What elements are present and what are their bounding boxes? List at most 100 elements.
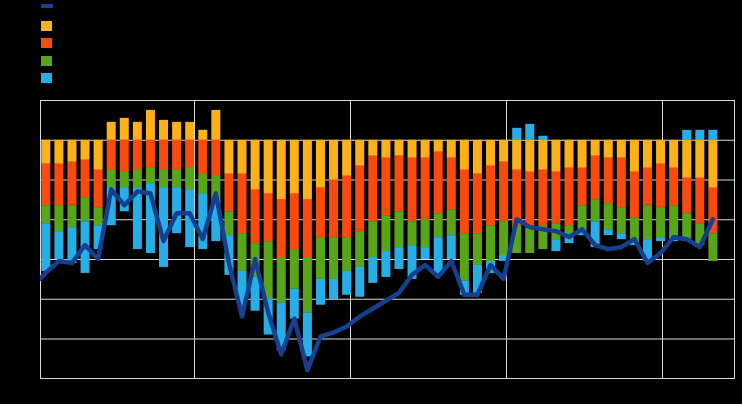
bar-segment-orange-series <box>159 139 169 170</box>
bar-segment-yellow-series <box>486 139 496 166</box>
bar-segment-yellow-series <box>433 139 443 152</box>
bar-segment-green-series <box>54 205 64 232</box>
bar-segment-blue-series <box>185 189 195 248</box>
bar-segment-green-series <box>538 225 548 250</box>
bar-segment-orange-series <box>237 173 247 234</box>
bar-segment-yellow-series <box>276 139 286 200</box>
bar-segment-yellow-series <box>54 139 64 164</box>
bar-segment-blue-series <box>41 223 51 271</box>
bar-segment-orange-series <box>446 157 456 210</box>
bar-segment-green-series <box>315 237 325 279</box>
bar-segment-yellow-series <box>525 139 535 172</box>
bar-segment-green-series <box>145 167 155 184</box>
bar-segment-blue-series <box>198 193 208 250</box>
bar-segment-green-series <box>407 221 417 246</box>
bar-segment-yellow-series <box>342 139 352 176</box>
bar-segment-yellow-series <box>629 139 639 172</box>
bar-segment-green-series <box>708 233 718 261</box>
bar-segment-yellow-series <box>250 139 260 190</box>
bar-segment-blue-series <box>250 276 260 311</box>
bar-segment-orange-series <box>185 139 195 168</box>
bar-segment-yellow-series <box>538 139 548 170</box>
bar-segment-green-series <box>590 199 600 222</box>
bar-segment-green-series <box>486 225 496 261</box>
bar-segment-green-series <box>433 213 443 238</box>
bar-segment-orange-series <box>629 171 639 218</box>
bar-segment-orange-series <box>499 161 509 222</box>
bar-segment-orange-series <box>538 169 548 226</box>
bar-segment-green-series <box>342 237 352 271</box>
bar-segment-yellow-series <box>669 139 679 168</box>
bar-segment-green-series <box>172 169 182 188</box>
bar-segment-yellow-series <box>302 139 312 200</box>
bar-segment-green-series <box>656 207 666 238</box>
bar-segment-green-series <box>512 225 522 254</box>
bar-segment-orange-series <box>669 167 679 206</box>
bar-segment-green-series <box>603 203 613 230</box>
bar-segment-blue-series <box>459 280 469 295</box>
bar-segment-green-series <box>642 205 652 240</box>
bar-segment-blue-series <box>525 123 535 140</box>
bar-segment-orange-series <box>93 169 103 208</box>
bar-segment-green-series <box>499 221 509 256</box>
bar-segment-orange-series <box>329 179 339 238</box>
bar-segment-orange-series <box>276 199 286 258</box>
bar-segment-yellow-series <box>656 139 666 164</box>
bar-segment-orange-series <box>525 171 535 228</box>
bar-segment-green-series <box>329 237 339 279</box>
bar-segment-orange-series <box>80 159 90 198</box>
bar-segment-blue-series <box>499 255 509 261</box>
bar-segment-blue-series <box>315 278 325 305</box>
bar-segment-blue-series <box>682 129 692 140</box>
bar-segment-yellow-series <box>106 121 116 140</box>
bar-segment-yellow-series <box>564 139 574 168</box>
bar-segment-green-series <box>394 211 404 248</box>
bar-segment-orange-series <box>67 161 77 206</box>
bar-segment-green-series <box>80 197 90 222</box>
bar-segment-yellow-series <box>329 139 339 180</box>
bar-segment-blue-series <box>145 183 155 254</box>
bar-segment-blue-series <box>695 129 705 140</box>
orange-series-swatch <box>41 38 52 49</box>
bar-segment-orange-series <box>119 139 129 172</box>
bar-segment-green-series <box>224 211 234 236</box>
bar-segment-blue-series <box>446 235 456 259</box>
bar-segment-yellow-series <box>211 109 221 140</box>
bar-segment-yellow-series <box>616 139 626 158</box>
bar-segment-yellow-series <box>603 139 613 158</box>
bar-segment-green-series <box>198 173 208 194</box>
chart-svg <box>40 100 735 379</box>
bar-segment-yellow-series <box>446 139 456 158</box>
bar-segment-green-series <box>263 241 273 299</box>
bar-segment-orange-series <box>472 173 482 234</box>
bar-segment-orange-series <box>224 173 234 212</box>
bar-segment-green-series <box>185 167 195 190</box>
bar-segment-orange-series <box>54 163 64 206</box>
bar-segment-blue-series <box>407 245 417 279</box>
bar-segment-green-series <box>616 207 626 234</box>
bar-segment-orange-series <box>289 193 299 250</box>
bar-segment-green-series <box>211 175 221 198</box>
bar-segment-green-series <box>381 215 391 252</box>
bar-segment-orange-series <box>342 175 352 238</box>
bar-segment-green-series <box>302 257 312 313</box>
bar-segment-orange-series <box>564 167 574 226</box>
bar-segment-blue-series <box>54 231 64 259</box>
bar-segment-orange-series <box>616 157 626 208</box>
bar-segment-orange-series <box>315 187 325 238</box>
bar-segment-blue-series <box>159 187 169 267</box>
dark-blue-line-swatch <box>41 4 53 8</box>
bar-segment-green-series <box>132 169 142 188</box>
bar-segment-blue-series <box>433 237 443 275</box>
bar-segment-yellow-series <box>185 121 195 140</box>
bar-segment-orange-series <box>394 155 404 212</box>
bar-segment-yellow-series <box>590 139 600 156</box>
blue-series-swatch <box>41 73 52 84</box>
bar-segment-orange-series <box>106 139 116 170</box>
bar-segment-yellow-series <box>159 119 169 140</box>
bar-segment-orange-series <box>433 151 443 214</box>
bar-segment-yellow-series <box>459 139 469 170</box>
bar-segment-yellow-series <box>577 139 587 168</box>
bar-segment-orange-series <box>263 193 273 242</box>
bar-segment-green-series <box>368 221 378 258</box>
